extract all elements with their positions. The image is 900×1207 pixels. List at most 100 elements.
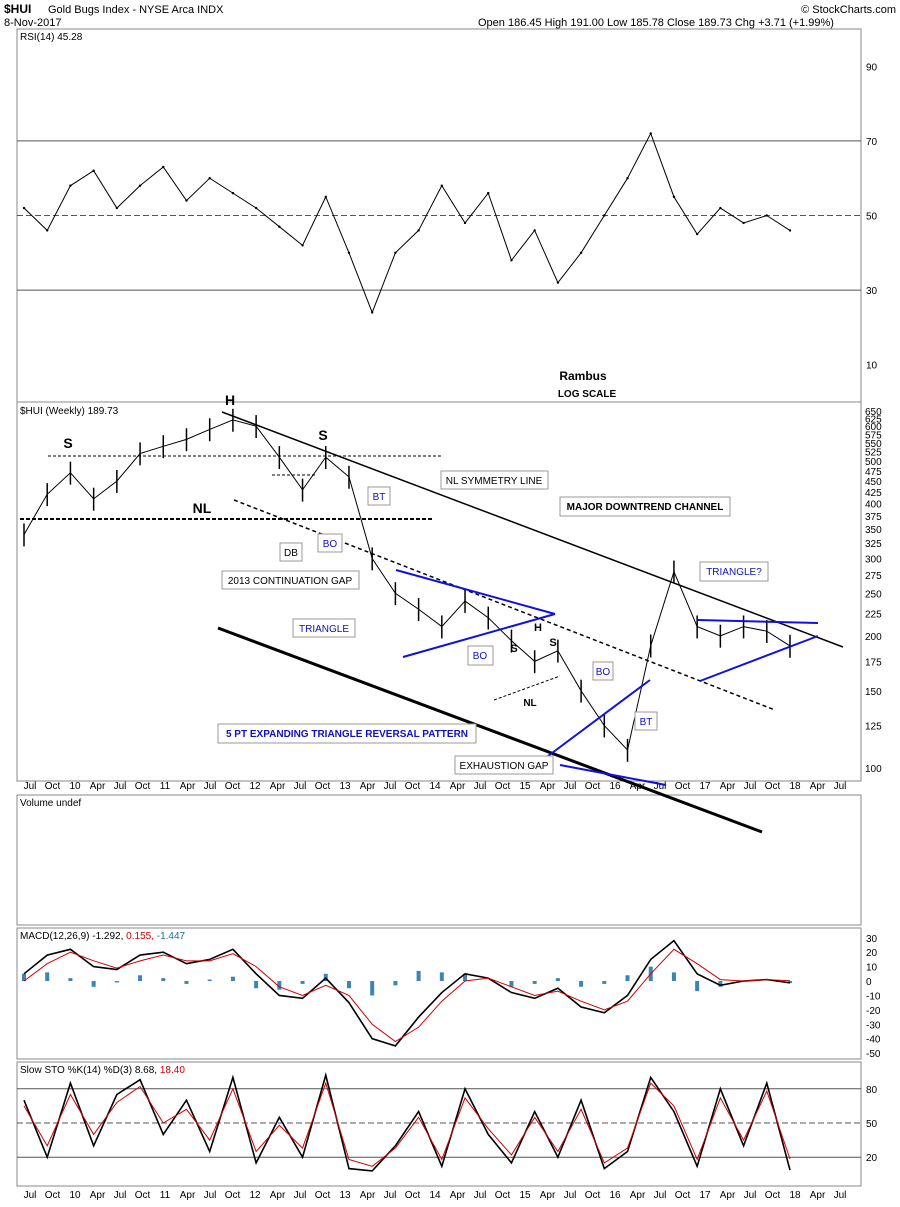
rsi-point [510, 259, 513, 262]
triangle2-bottom [699, 635, 819, 682]
time-tick-label: 10 [69, 781, 81, 792]
callout-major-channel: MAJOR DOWNTREND CHANNEL [559, 496, 731, 517]
price-tick-label: 175 [865, 657, 882, 668]
time-tick-label: Jul [474, 781, 487, 792]
rsi-point [649, 132, 652, 135]
volume-label: Volume undef [20, 798, 81, 809]
ann-bo3: BO [596, 667, 611, 678]
price-tick-label: 600 [865, 422, 882, 433]
time-tick-label: Apr [180, 1190, 196, 1201]
ann-bo2: BO [473, 651, 488, 662]
volume-panel-frame [16, 794, 862, 926]
rsi-point [626, 177, 629, 180]
rsi-line [23, 132, 791, 314]
ann-triangle: TRIANGLE [299, 624, 349, 635]
ann-s-small-right: S [549, 637, 556, 649]
time-tick-label: Apr [630, 1190, 646, 1201]
time-tick-label: 12 [249, 781, 261, 792]
macd-hist-bar [439, 972, 444, 982]
time-tick-label: Jul [384, 781, 397, 792]
ann-s-small-left: S [510, 643, 517, 655]
time-tick-label: Apr [360, 1190, 376, 1201]
macd-hist-bar [555, 978, 560, 982]
header-ohlc: Open 186.45 High 191.00 Low 185.78 Close… [478, 17, 834, 29]
rsi-point [556, 281, 560, 284]
macd-hist-bar [416, 970, 421, 982]
price-tick-label: 500 [865, 457, 882, 468]
time-tick-label: Oct [315, 1190, 331, 1201]
price-tick-label: 525 [865, 448, 882, 459]
macd-hist-bar [207, 979, 212, 982]
macd-hist-bar [532, 981, 537, 984]
macd-label-hist: -1.447 [157, 931, 186, 942]
time-tick-label: Oct [675, 781, 691, 792]
time-tick-label: Jul [24, 781, 37, 792]
rsi-point [46, 229, 49, 232]
ann-triangle-q: TRIANGLE? [706, 567, 762, 578]
time-tick-label: Apr [540, 781, 556, 792]
time-tick-label: Apr [270, 1190, 286, 1201]
macd-label: MACD(12,26,9) -1.292, 0.155, -1.447 [20, 931, 186, 942]
macd-hist-bar [370, 981, 375, 996]
sto-label-main: Slow STO %K(14) %D(3) 8.68, [20, 1065, 157, 1076]
ann-nl-symmetry: NL SYMMETRY LINE [446, 476, 543, 487]
macd-tick-label: -40 [866, 1035, 881, 1046]
rsi-point [765, 214, 768, 217]
sto-panel-frame [16, 1061, 862, 1187]
rsi-point [22, 206, 26, 210]
rsi-point [719, 206, 722, 210]
rsi-point [742, 221, 745, 225]
time-tick-label: Jul [204, 781, 217, 792]
price-tick-label: 650 [865, 407, 882, 418]
time-tick-label: Jul [654, 781, 667, 792]
time-tick-label: Jul [564, 781, 577, 792]
macd-signal-line [23, 948, 791, 1043]
callout-bt1: BT [367, 486, 391, 506]
macd-hist-bar [346, 981, 351, 989]
time-tick-label: Oct [585, 781, 601, 792]
sto-plot: 20 50 80 [23, 1072, 878, 1172]
time-tick-label: 14 [429, 781, 441, 792]
callout-expanding: 5 PT EXPANDING TRIANGLE REVERSAL PATTERN [217, 723, 477, 744]
callout-bo3: BO [592, 661, 614, 681]
macd-hist-bar [602, 981, 607, 984]
price-tick-label: 400 [865, 500, 882, 511]
price-panel-frame [16, 401, 862, 782]
time-tick-label: Oct [765, 781, 781, 792]
price-tick-label: 450 [865, 477, 882, 488]
macd-tick-label: -50 [866, 1049, 881, 1060]
time-tick-label: Jul [744, 781, 757, 792]
macd-label-signal: 0.155, [126, 931, 154, 942]
macd-label-main: MACD(12,26,9) -1.292, [20, 931, 123, 942]
ann-continuation-gap: 2013 CONTINUATION GAP [228, 576, 353, 587]
macd-hist-bar [230, 976, 235, 982]
macd-tick-label: -30 [866, 1020, 881, 1031]
macd-hist-bar [184, 981, 189, 984]
macd-line [23, 939, 791, 1047]
time-tick-label: Jul [294, 781, 307, 792]
sto-tick-label: 20 [866, 1153, 878, 1164]
time-tick-label: Apr [540, 1190, 556, 1201]
rsi-label: RSI(14) 45.28 [20, 32, 83, 43]
price-tick-label: 425 [865, 488, 882, 499]
macd-tick-label: 0 [866, 977, 872, 988]
header-symbol: $HUI [4, 2, 31, 16]
time-tick-label: Jul [114, 781, 127, 792]
time-axis: Jul Oct 10 Apr Jul Oct 11 Apr Jul Oct 12 Apr Jul Oct 1… [24, 781, 847, 1201]
rsi-point [463, 221, 467, 225]
price-tick-label: 375 [865, 512, 882, 523]
price-label: $HUI (Weekly) 189.73 [20, 406, 119, 417]
macd-panel-frame [16, 927, 862, 1060]
time-tick-label: Apr [810, 1190, 826, 1201]
rsi-point [394, 251, 397, 254]
ann-h: H [225, 392, 235, 408]
sto-label: Slow STO %K(14) %D(3) 8.68, 18.40 [20, 1065, 185, 1076]
macd-hist-bar [300, 981, 305, 984]
rsi-point [208, 177, 211, 180]
rsi-point [231, 191, 235, 195]
callout-triangle-q: TRIANGLE? [699, 561, 769, 582]
time-tick-label: 18 [789, 781, 801, 792]
macd-hist-bar [463, 973, 468, 982]
macd-hist-bar [393, 981, 398, 986]
